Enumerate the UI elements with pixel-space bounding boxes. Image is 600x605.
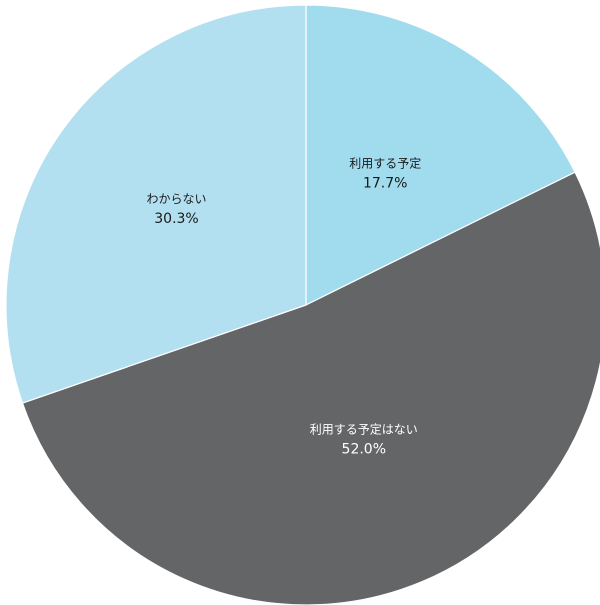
labels-layer: 利用する予定 17.7% 利用する予定はない 52.0% わからない 30.3% (146, 156, 421, 458)
slices-layer (5, 4, 600, 605)
slice-value-3: 30.3% (154, 211, 198, 227)
pie-slice-1 (305, 4, 576, 306)
slice-label-3: わからない (146, 192, 206, 206)
slice-value-2: 52.0% (342, 441, 386, 457)
pie-slice-2 (21, 171, 600, 605)
slice-label-1: 利用する予定 (349, 156, 421, 171)
slice-label-2: 利用する予定はない (310, 421, 418, 436)
slice-value-1: 17.7% (363, 176, 407, 192)
pie-slice-3 (5, 4, 307, 404)
